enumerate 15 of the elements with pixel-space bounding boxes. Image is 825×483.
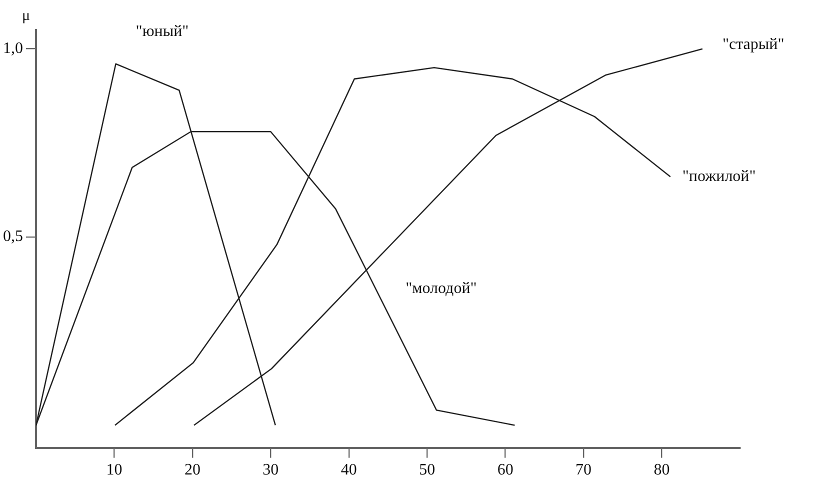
x-tick-label: 60 [497,462,514,479]
series-label: "юный" [136,23,189,40]
y-tick-label: 0,5 [3,228,23,246]
x-tick-label: 10 [106,462,122,479]
y-axis-title: μ [22,8,30,24]
series-label: "старый" [722,36,784,54]
x-tick-label: 80 [654,462,670,479]
x-tick-label: 50 [419,462,436,479]
x-tick-label: 70 [576,462,592,479]
x-tick-label: 20 [184,462,200,479]
y-tick-label: 1,0 [3,40,23,58]
x-tick-label: 40 [340,462,357,479]
series-label: "пожилой" [682,168,756,185]
series-label: "молодой" [406,280,477,297]
x-tick-label: 30 [262,462,279,479]
